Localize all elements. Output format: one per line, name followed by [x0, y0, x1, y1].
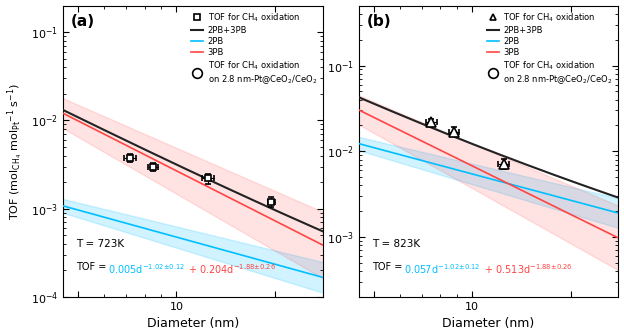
Text: 0.005d$^{-1.02 ± 0.12}$: 0.005d$^{-1.02 ± 0.12}$ [109, 262, 186, 276]
Text: TOF =: TOF = [76, 262, 109, 272]
Legend: TOF for CH$_4$ oxidation, 2PB+3PB, 2PB, 3PB, TOF for CH$_4$ oxidation
on 2.8 nm-: TOF for CH$_4$ oxidation, 2PB+3PB, 2PB, … [189, 10, 318, 88]
X-axis label: Diameter (nm): Diameter (nm) [147, 318, 239, 330]
Text: + 0.204d$^{-1.88 ± 0.26}$: + 0.204d$^{-1.88 ± 0.26}$ [185, 262, 276, 276]
X-axis label: Diameter (nm): Diameter (nm) [442, 318, 535, 330]
Text: T = 823K: T = 823K [372, 239, 420, 249]
Text: T = 723K: T = 723K [76, 239, 124, 249]
Y-axis label: TOF (mol$_\mathregular{CH_4}$ mol$_\mathregular{Pt}$$^{-1}$ s$^{-1}$): TOF (mol$_\mathregular{CH_4}$ mol$_\math… [6, 83, 25, 220]
Text: TOF =: TOF = [372, 262, 405, 272]
Text: 0.057d$^{-1.02 ± 0.12}$: 0.057d$^{-1.02 ± 0.12}$ [404, 262, 480, 276]
Legend: TOF for CH$_4$ oxidation, 2PB+3PB, 2PB, 3PB, TOF for CH$_4$ oxidation
on 2.8 nm-: TOF for CH$_4$ oxidation, 2PB+3PB, 2PB, … [485, 10, 614, 88]
Text: (b): (b) [366, 14, 391, 29]
Text: (a): (a) [71, 14, 95, 29]
Text: + 0.513d$^{-1.88 ± 0.26}$: + 0.513d$^{-1.88 ± 0.26}$ [481, 262, 572, 276]
